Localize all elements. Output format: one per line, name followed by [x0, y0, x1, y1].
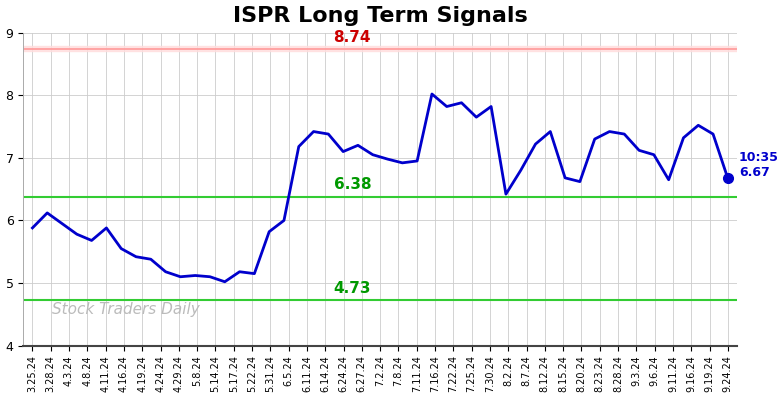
Text: 4.73: 4.73 — [333, 281, 371, 296]
Text: 10:35
6.67: 10:35 6.67 — [739, 151, 779, 179]
Text: 6.38: 6.38 — [333, 177, 371, 192]
Bar — [24, 47, 737, 51]
Title: ISPR Long Term Signals: ISPR Long Term Signals — [233, 6, 528, 25]
Text: Stock Traders Daily: Stock Traders Daily — [52, 302, 200, 318]
Text: 8.74: 8.74 — [333, 29, 371, 45]
